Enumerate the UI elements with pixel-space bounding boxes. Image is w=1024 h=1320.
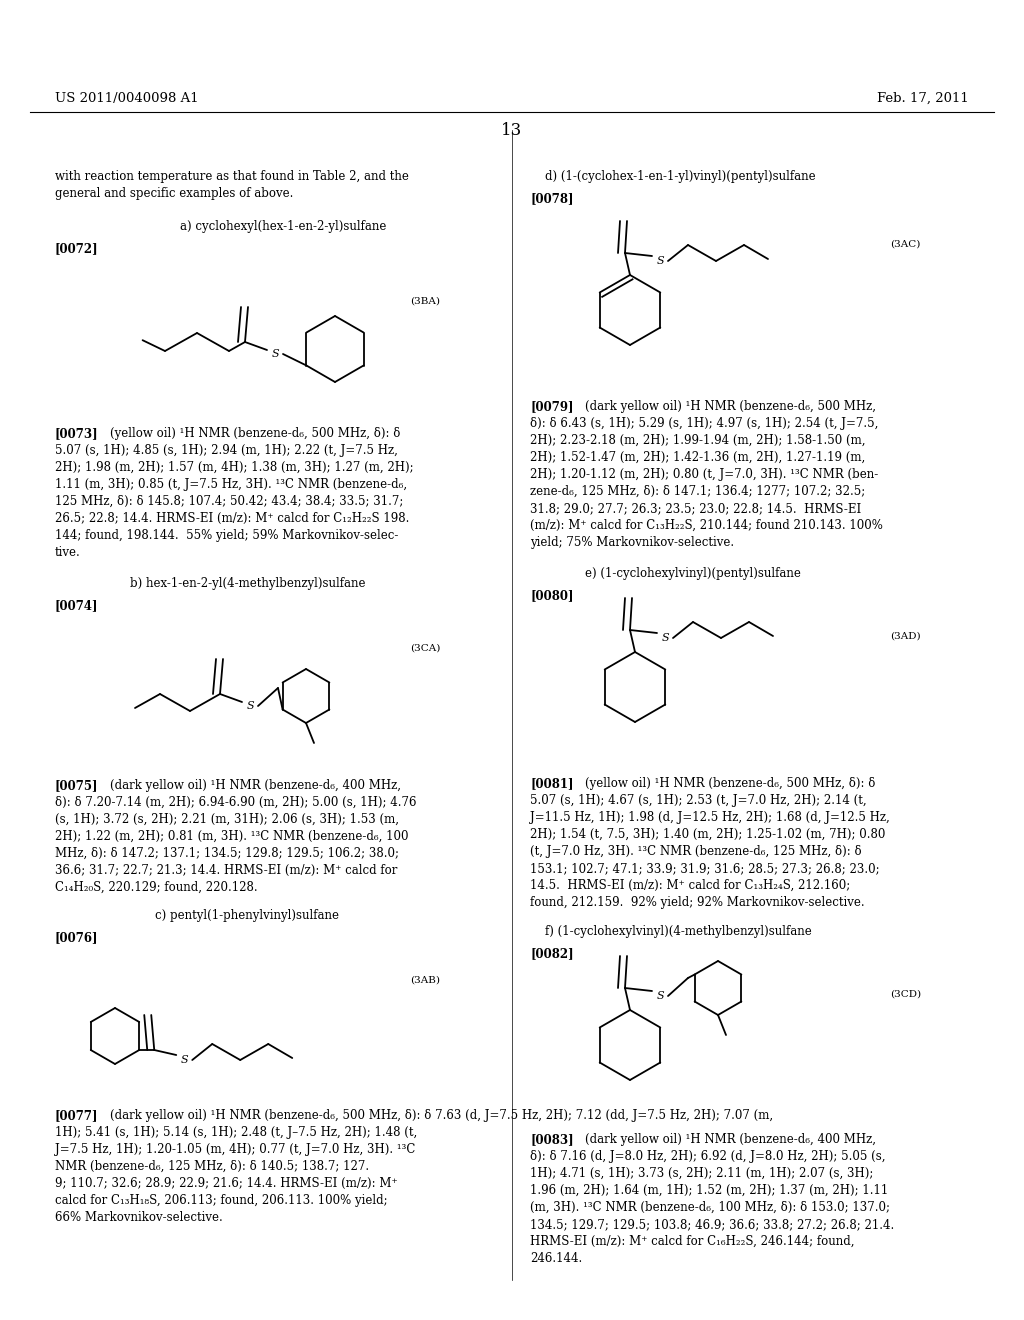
- Text: (dark yellow oil) ¹H NMR (benzene-d₆, 400 MHz,: (dark yellow oil) ¹H NMR (benzene-d₆, 40…: [110, 779, 401, 792]
- Text: (t, J=7.0 Hz, 3H). ¹³C NMR (benzene-d₆, 125 MHz, δ): δ: (t, J=7.0 Hz, 3H). ¹³C NMR (benzene-d₆, …: [530, 845, 861, 858]
- Text: a) cyclohexyl(hex-1-en-2-yl)sulfane: a) cyclohexyl(hex-1-en-2-yl)sulfane: [180, 220, 386, 234]
- Text: general and specific examples of above.: general and specific examples of above.: [55, 187, 293, 201]
- Text: (3BA): (3BA): [410, 297, 440, 306]
- Text: (3AB): (3AB): [410, 975, 440, 985]
- Text: 1.11 (m, 3H); 0.85 (t, J=7.5 Hz, 3H). ¹³C NMR (benzene-d₆,: 1.11 (m, 3H); 0.85 (t, J=7.5 Hz, 3H). ¹³…: [55, 478, 408, 491]
- Text: 1H); 4.71 (s, 1H); 3.73 (s, 2H); 2.11 (m, 1H); 2.07 (s, 3H);: 1H); 4.71 (s, 1H); 3.73 (s, 2H); 2.11 (m…: [530, 1167, 873, 1180]
- Text: [0072]: [0072]: [55, 242, 98, 255]
- Text: 2H); 1.98 (m, 2H); 1.57 (m, 4H); 1.38 (m, 3H); 1.27 (m, 2H);: 2H); 1.98 (m, 2H); 1.57 (m, 4H); 1.38 (m…: [55, 461, 414, 474]
- Text: S: S: [656, 991, 664, 1001]
- Text: c) pentyl(1-phenylvinyl)sulfane: c) pentyl(1-phenylvinyl)sulfane: [155, 909, 339, 921]
- Text: 1.96 (m, 2H); 1.64 (m, 1H); 1.52 (m, 2H); 1.37 (m, 2H); 1.11: 1.96 (m, 2H); 1.64 (m, 1H); 1.52 (m, 2H)…: [530, 1184, 888, 1197]
- Text: 36.6; 31.7; 22.7; 21.3; 14.4. HRMS-EI (m/z): M⁺ calcd for: 36.6; 31.7; 22.7; 21.3; 14.4. HRMS-EI (m…: [55, 865, 397, 876]
- Text: d) (1-(cyclohex-1-en-1-yl)vinyl)(pentyl)sulfane: d) (1-(cyclohex-1-en-1-yl)vinyl)(pentyl)…: [545, 170, 816, 183]
- Text: 2H); 1.22 (m, 2H); 0.81 (m, 3H). ¹³C NMR (benzene-d₆, 100: 2H); 1.22 (m, 2H); 0.81 (m, 3H). ¹³C NMR…: [55, 830, 409, 843]
- Text: (dark yellow oil) ¹H NMR (benzene-d₆, 400 MHz,: (dark yellow oil) ¹H NMR (benzene-d₆, 40…: [585, 1133, 876, 1146]
- Text: [0081]: [0081]: [530, 777, 573, 789]
- Text: δ): δ 7.16 (d, J=8.0 Hz, 2H); 6.92 (d, J=8.0 Hz, 2H); 5.05 (s,: δ): δ 7.16 (d, J=8.0 Hz, 2H); 6.92 (d, J…: [530, 1150, 886, 1163]
- Text: [0078]: [0078]: [530, 191, 573, 205]
- Text: [0082]: [0082]: [530, 946, 573, 960]
- Text: 2H); 1.54 (t, 7.5, 3H); 1.40 (m, 2H); 1.25-1.02 (m, 7H); 0.80: 2H); 1.54 (t, 7.5, 3H); 1.40 (m, 2H); 1.…: [530, 828, 886, 841]
- Text: calcd for C₁₃H₁₈S, 206.113; found, 206.113. 100% yield;: calcd for C₁₃H₁₈S, 206.113; found, 206.1…: [55, 1195, 388, 1206]
- Text: 2H); 1.52-1.47 (m, 2H); 1.42-1.36 (m, 2H), 1.27-1.19 (m,: 2H); 1.52-1.47 (m, 2H); 1.42-1.36 (m, 2H…: [530, 451, 865, 465]
- Text: tive.: tive.: [55, 546, 81, 558]
- Text: δ): δ 7.20-7.14 (m, 2H); 6.94-6.90 (m, 2H); 5.00 (s, 1H); 4.76: δ): δ 7.20-7.14 (m, 2H); 6.94-6.90 (m, 2…: [55, 796, 417, 809]
- Text: NMR (benzene-d₆, 125 MHz, δ): δ 140.5; 138.7; 127.: NMR (benzene-d₆, 125 MHz, δ): δ 140.5; 1…: [55, 1160, 369, 1173]
- Text: 2H); 2.23-2.18 (m, 2H); 1.99-1.94 (m, 2H); 1.58-1.50 (m,: 2H); 2.23-2.18 (m, 2H); 1.99-1.94 (m, 2H…: [530, 434, 865, 447]
- Text: 5.07 (s, 1H); 4.67 (s, 1H); 2.53 (t, J=7.0 Hz, 2H); 2.14 (t,: 5.07 (s, 1H); 4.67 (s, 1H); 2.53 (t, J=7…: [530, 795, 866, 807]
- Text: (3CA): (3CA): [410, 644, 440, 653]
- Text: S: S: [656, 256, 664, 267]
- Text: 13: 13: [502, 121, 522, 139]
- Text: (3CD): (3CD): [890, 990, 922, 999]
- Text: δ): δ 6.43 (s, 1H); 5.29 (s, 1H); 4.97 (s, 1H); 2.54 (t, J=7.5,: δ): δ 6.43 (s, 1H); 5.29 (s, 1H); 4.97 (…: [530, 417, 879, 430]
- Text: 5.07 (s, 1H); 4.85 (s, 1H); 2.94 (m, 1H); 2.22 (t, J=7.5 Hz,: 5.07 (s, 1H); 4.85 (s, 1H); 2.94 (m, 1H)…: [55, 444, 398, 457]
- Text: S: S: [246, 701, 254, 711]
- Text: J=7.5 Hz, 1H); 1.20-1.05 (m, 4H); 0.77 (t, J=7.0 Hz, 3H). ¹³C: J=7.5 Hz, 1H); 1.20-1.05 (m, 4H); 0.77 (…: [55, 1143, 416, 1156]
- Text: S: S: [662, 634, 669, 643]
- Text: [0080]: [0080]: [530, 589, 573, 602]
- Text: (m, 3H). ¹³C NMR (benzene-d₆, 100 MHz, δ): δ 153.0; 137.0;: (m, 3H). ¹³C NMR (benzene-d₆, 100 MHz, δ…: [530, 1201, 890, 1214]
- Text: 14.5.  HRMS-EI (m/z): M⁺ calcd for C₁₃H₂₄S, 212.160;: 14.5. HRMS-EI (m/z): M⁺ calcd for C₁₃H₂₄…: [530, 879, 850, 892]
- Text: zene-d₆, 125 MHz, δ): δ 147.1; 136.4; 1277; 107.2; 32.5;: zene-d₆, 125 MHz, δ): δ 147.1; 136.4; 12…: [530, 484, 865, 498]
- Text: (yellow oil) ¹H NMR (benzene-d₆, 500 MHz, δ): δ: (yellow oil) ¹H NMR (benzene-d₆, 500 MHz…: [110, 426, 400, 440]
- Text: S: S: [180, 1055, 188, 1065]
- Text: MHz, δ): δ 147.2; 137.1; 134.5; 129.8; 129.5; 106.2; 38.0;: MHz, δ): δ 147.2; 137.1; 134.5; 129.8; 1…: [55, 847, 399, 861]
- Text: US 2011/0040098 A1: US 2011/0040098 A1: [55, 92, 199, 106]
- Text: f) (1-cyclohexylvinyl)(4-methylbenzyl)sulfane: f) (1-cyclohexylvinyl)(4-methylbenzyl)su…: [545, 925, 812, 939]
- Text: (3AC): (3AC): [890, 240, 921, 249]
- Text: [0074]: [0074]: [55, 599, 98, 612]
- Text: C₁₄H₂₀S, 220.129; found, 220.128.: C₁₄H₂₀S, 220.129; found, 220.128.: [55, 880, 258, 894]
- Text: b) hex-1-en-2-yl(4-methylbenzyl)sulfane: b) hex-1-en-2-yl(4-methylbenzyl)sulfane: [130, 577, 366, 590]
- Text: [0079]: [0079]: [530, 400, 573, 413]
- Text: 66% Markovnikov-selective.: 66% Markovnikov-selective.: [55, 1210, 223, 1224]
- Text: [0075]: [0075]: [55, 779, 98, 792]
- Text: (dark yellow oil) ¹H NMR (benzene-d₆, 500 MHz,: (dark yellow oil) ¹H NMR (benzene-d₆, 50…: [585, 400, 876, 413]
- Text: e) (1-cyclohexylvinyl)(pentyl)sulfane: e) (1-cyclohexylvinyl)(pentyl)sulfane: [585, 568, 801, 579]
- Text: 125 MHz, δ): δ 145.8; 107.4; 50.42; 43.4; 38.4; 33.5; 31.7;: 125 MHz, δ): δ 145.8; 107.4; 50.42; 43.4…: [55, 495, 403, 508]
- Text: 9; 110.7; 32.6; 28.9; 22.9; 21.6; 14.4. HRMS-EI (m/z): M⁺: 9; 110.7; 32.6; 28.9; 22.9; 21.6; 14.4. …: [55, 1177, 397, 1191]
- Text: 144; found, 198.144.  55% yield; 59% Markovnikov-selec-: 144; found, 198.144. 55% yield; 59% Mark…: [55, 529, 398, 543]
- Text: with reaction temperature as that found in Table 2, and the: with reaction temperature as that found …: [55, 170, 409, 183]
- Text: (m/z): M⁺ calcd for C₁₃H₂₂S, 210.144; found 210.143. 100%: (m/z): M⁺ calcd for C₁₃H₂₂S, 210.144; fo…: [530, 519, 883, 532]
- Text: 134.5; 129.7; 129.5; 103.8; 46.9; 36.6; 33.8; 27.2; 26.8; 21.4.: 134.5; 129.7; 129.5; 103.8; 46.9; 36.6; …: [530, 1218, 894, 1232]
- Text: found, 212.159.  92% yield; 92% Markovnikov-selective.: found, 212.159. 92% yield; 92% Markovnik…: [530, 896, 864, 909]
- Text: [0083]: [0083]: [530, 1133, 573, 1146]
- Text: 2H); 1.20-1.12 (m, 2H); 0.80 (t, J=7.0, 3H). ¹³C NMR (ben-: 2H); 1.20-1.12 (m, 2H); 0.80 (t, J=7.0, …: [530, 469, 879, 480]
- Text: (yellow oil) ¹H NMR (benzene-d₆, 500 MHz, δ): δ: (yellow oil) ¹H NMR (benzene-d₆, 500 MHz…: [585, 777, 876, 789]
- Text: (dark yellow oil) ¹H NMR (benzene-d₆, 500 MHz, δ): δ 7.63 (d, J=7.5 Hz, 2H); 7.1: (dark yellow oil) ¹H NMR (benzene-d₆, 50…: [110, 1109, 773, 1122]
- Text: 153.1; 102.7; 47.1; 33.9; 31.9; 31.6; 28.5; 27.3; 26.8; 23.0;: 153.1; 102.7; 47.1; 33.9; 31.9; 31.6; 28…: [530, 862, 880, 875]
- Text: 246.144.: 246.144.: [530, 1251, 583, 1265]
- Text: (3AD): (3AD): [890, 632, 921, 642]
- Text: HRMS-EI (m/z): M⁺ calcd for C₁₆H₂₂S, 246.144; found,: HRMS-EI (m/z): M⁺ calcd for C₁₆H₂₂S, 246…: [530, 1236, 854, 1247]
- Text: Feb. 17, 2011: Feb. 17, 2011: [878, 92, 969, 106]
- Text: S: S: [271, 348, 279, 359]
- Text: yield; 75% Markovnikov-selective.: yield; 75% Markovnikov-selective.: [530, 536, 734, 549]
- Text: 31.8; 29.0; 27.7; 26.3; 23.5; 23.0; 22.8; 14.5.  HRMS-EI: 31.8; 29.0; 27.7; 26.3; 23.5; 23.0; 22.8…: [530, 502, 861, 515]
- Text: J=11.5 Hz, 1H); 1.98 (d, J=12.5 Hz, 2H); 1.68 (d, J=12.5 Hz,: J=11.5 Hz, 1H); 1.98 (d, J=12.5 Hz, 2H);…: [530, 810, 890, 824]
- Text: 1H); 5.41 (s, 1H); 5.14 (s, 1H); 2.48 (t, J–7.5 Hz, 2H); 1.48 (t,: 1H); 5.41 (s, 1H); 5.14 (s, 1H); 2.48 (t…: [55, 1126, 417, 1139]
- Text: (s, 1H); 3.72 (s, 2H); 2.21 (m, 31H); 2.06 (s, 3H); 1.53 (m,: (s, 1H); 3.72 (s, 2H); 2.21 (m, 31H); 2.…: [55, 813, 399, 826]
- Text: [0077]: [0077]: [55, 1109, 98, 1122]
- Text: 26.5; 22.8; 14.4. HRMS-EI (m/z): M⁺ calcd for C₁₂H₂₂S 198.: 26.5; 22.8; 14.4. HRMS-EI (m/z): M⁺ calc…: [55, 512, 410, 525]
- Text: [0076]: [0076]: [55, 931, 98, 944]
- Text: [0073]: [0073]: [55, 426, 98, 440]
